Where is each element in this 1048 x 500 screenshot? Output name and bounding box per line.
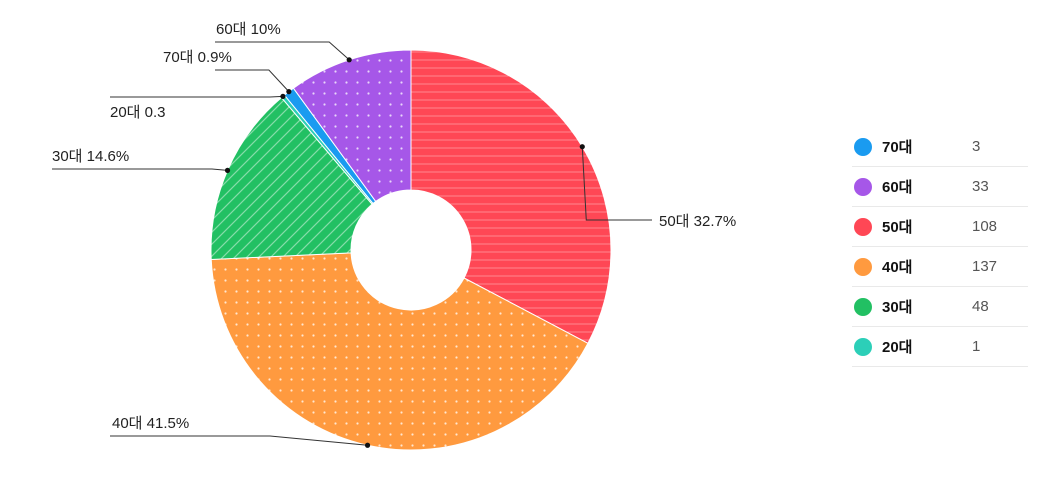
legend-item[interactable]: 60대 33 [852, 167, 1028, 207]
slice-30대[interactable] [210, 96, 373, 261]
callout-label: 70대 0.9% [163, 49, 232, 66]
callout-label: 20대 0.3 [110, 104, 166, 121]
legend-item[interactable]: 20대 1 [852, 327, 1028, 367]
callout-30대: 30대 14.6% [52, 148, 231, 173]
callout-label: 30대 14.6% [52, 148, 129, 165]
slice-40대[interactable] [210, 252, 589, 451]
legend-swatch [854, 337, 872, 356]
legend-value: 108 [972, 218, 998, 235]
slice-50대[interactable] [410, 49, 612, 345]
legend-swatch [854, 257, 872, 276]
legend-label: 20대 [882, 339, 913, 356]
chart-legend: 70대 3 60대 33 50대 108 40대 137 30대 48 20대 1 [852, 127, 1028, 367]
slices-layer [210, 49, 612, 451]
callout-50대: 50대 32.7% [579, 144, 736, 230]
legend-item[interactable]: 40대 137 [852, 247, 1028, 287]
callout-20대: 20대 0.3 [110, 93, 286, 121]
legend-label: 40대 [882, 259, 913, 276]
legend-label: 50대 [882, 219, 913, 236]
legend-value: 137 [972, 258, 998, 275]
legend-value: 48 [972, 298, 989, 315]
legend-item[interactable]: 70대 3 [852, 127, 1028, 167]
callout-label: 60대 10% [216, 21, 281, 38]
legend-value: 3 [972, 138, 981, 155]
callout-label: 50대 32.7% [659, 213, 736, 230]
callout-60대: 60대 10% [215, 21, 352, 63]
callout-40대: 40대 41.5% [110, 415, 371, 448]
callouts-layer: 70대 0.9% 60대 10% 50대 32.7% 40대 41.5% 30대 14.… [52, 21, 736, 448]
legend-value: 1 [972, 338, 981, 355]
legend-label: 70대 [882, 139, 913, 156]
legend-item[interactable]: 50대 108 [852, 207, 1028, 247]
callout-label: 40대 41.5% [112, 415, 189, 432]
legend-label: 30대 [882, 299, 913, 316]
callout-70대: 70대 0.9% [163, 49, 292, 95]
legend-value: 33 [972, 178, 989, 195]
legend-swatch [854, 297, 872, 316]
legend-swatch [854, 177, 872, 196]
legend-item[interactable]: 30대 48 [852, 287, 1028, 327]
legend-swatch [854, 217, 872, 236]
legend-swatch [854, 137, 872, 156]
slice-60대[interactable] [292, 49, 412, 203]
legend-label: 60대 [882, 179, 913, 196]
